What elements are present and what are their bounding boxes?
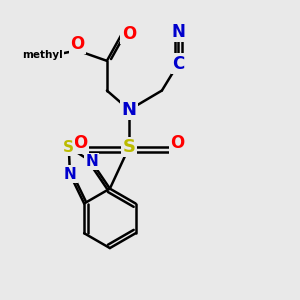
Text: O: O — [170, 134, 185, 152]
Text: N: N — [122, 101, 137, 119]
Text: O: O — [74, 134, 88, 152]
Text: S: S — [63, 140, 74, 155]
Text: O: O — [122, 25, 136, 43]
Text: N: N — [85, 154, 98, 169]
Text: S: S — [123, 138, 136, 156]
Text: O: O — [70, 35, 84, 53]
Text: C: C — [172, 55, 184, 73]
Text: N: N — [64, 167, 76, 182]
Text: methyl: methyl — [22, 50, 63, 60]
Text: N: N — [171, 23, 185, 41]
